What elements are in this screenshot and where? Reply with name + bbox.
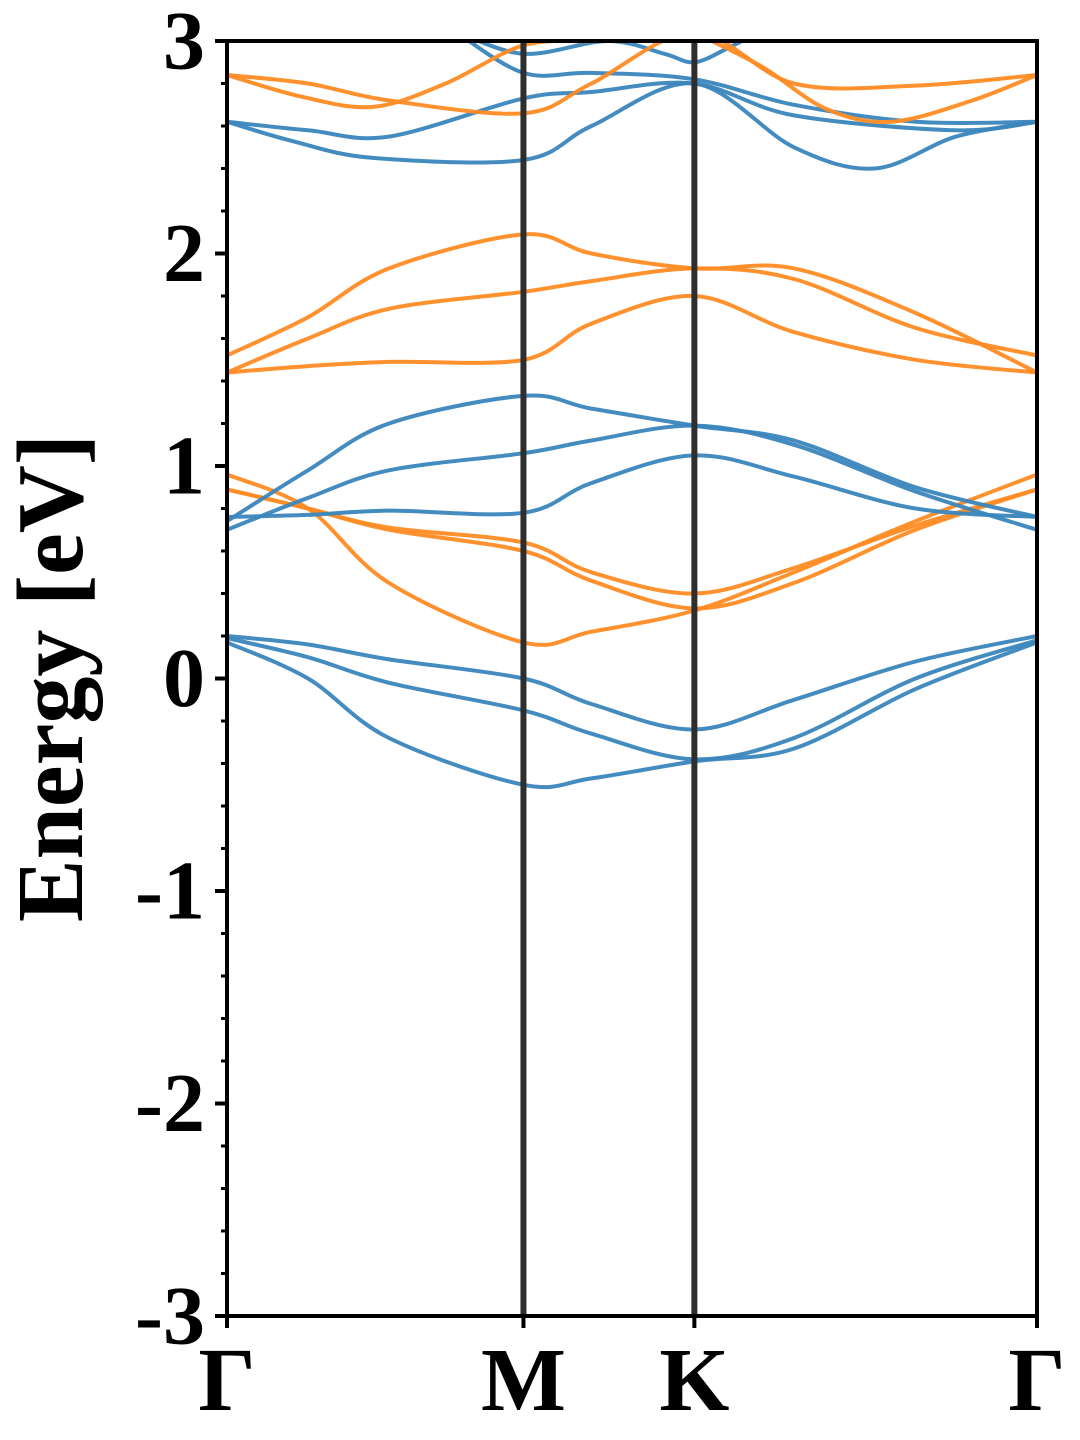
y-tick-label: 1 [163,420,205,513]
y-axis-ticks: -3 -2 -1 0 1 2 3 [135,0,227,1363]
x-tick-label: Γ [198,1331,255,1430]
band-lines [227,41,1037,790]
band-blue-1 [227,634,1037,732]
y-tick-label: 2 [163,207,205,300]
band-orange-19 [707,41,1037,125]
x-tick-label: Γ [1008,1331,1065,1430]
band-orange-4 [227,472,1037,647]
band-blue-7 [227,453,1037,519]
y-axis-label: Energy [eV] [0,434,103,922]
band-blue-9 [227,393,1037,524]
band-orange-12 [227,232,1037,375]
x-tick-label: M [481,1331,566,1430]
band-orange-10 [227,293,1037,375]
band-orange-17 [227,41,1037,116]
band-blue-2 [227,636,1037,762]
high-symmetry-lines [520,41,698,1316]
band-blue-16 [473,41,747,65]
y-tick-label: -3 [135,1270,205,1363]
y-tick-label: -1 [135,845,205,938]
x-tick-label: K [659,1331,729,1430]
band-orange-6 [227,487,1037,596]
y-tick-label: 3 [163,0,205,88]
y-tick-label: 0 [163,632,205,725]
y-tick-label: -2 [135,1057,205,1150]
band-blue-3 [227,640,1037,790]
band-blue-8 [227,423,1037,532]
band-blue-13 [227,81,1037,171]
band-blue-14 [227,80,1037,141]
band-orange-11 [227,266,1037,375]
